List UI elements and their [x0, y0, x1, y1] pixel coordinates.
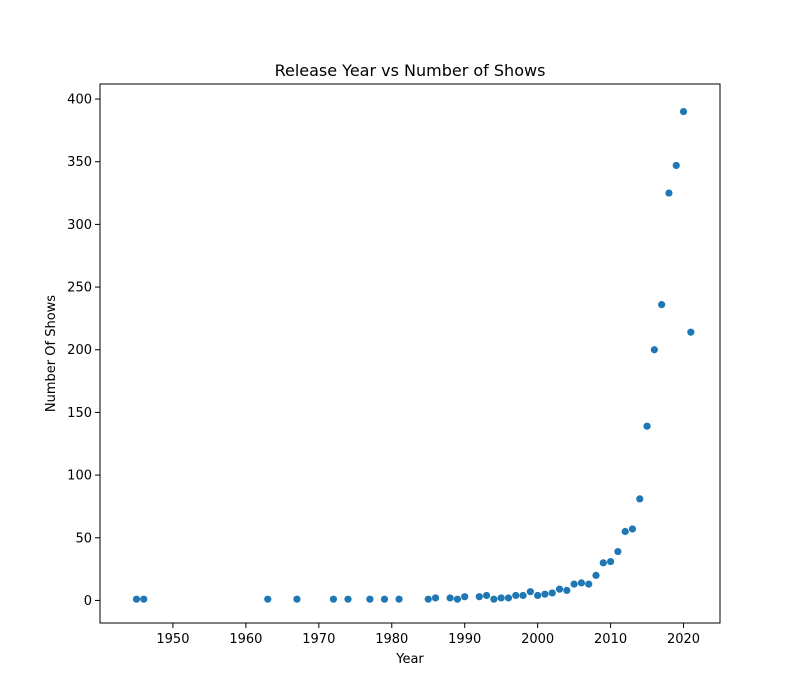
data-point [599, 559, 607, 567]
data-point [672, 161, 680, 170]
data-point [519, 591, 527, 600]
data-point [344, 595, 352, 603]
x-tick-label: 1990 [448, 632, 481, 647]
data-point [526, 588, 534, 596]
data-point [482, 591, 491, 600]
data-point [264, 595, 272, 603]
data-point [679, 107, 688, 116]
data-point [395, 595, 403, 603]
y-tick-label: 350 [67, 155, 92, 170]
y-axis-title: Number Of Shows [44, 295, 59, 412]
x-axis: 1950 1960 1970 1980 1990 2000 2010 2020 [156, 623, 700, 647]
data-point [570, 580, 578, 588]
data-point [643, 422, 651, 430]
data-point [577, 579, 586, 587]
x-tick-label: 1970 [302, 632, 335, 647]
plot-frame [99, 83, 721, 624]
y-tick-label: 300 [67, 218, 92, 233]
data-point [424, 595, 432, 603]
data-point [490, 595, 498, 603]
x-tick-label: 2020 [667, 632, 700, 647]
data-point [665, 189, 673, 197]
data-point [650, 346, 658, 354]
data-point [132, 595, 141, 603]
data-point [366, 595, 374, 603]
data-point [606, 557, 615, 566]
data-point [621, 527, 629, 536]
x-tick-label: 1950 [156, 632, 189, 647]
x-tick-label: 2000 [521, 632, 554, 647]
data-point [592, 571, 600, 579]
data-point [293, 595, 301, 603]
data-point [380, 595, 389, 603]
data-point [497, 594, 505, 602]
y-tick-label: 0 [84, 594, 92, 609]
y-tick-label: 200 [67, 343, 92, 358]
data-point [504, 594, 513, 602]
x-tick-label: 1980 [375, 632, 408, 647]
data-points [132, 107, 695, 603]
x-tick-label: 1960 [229, 632, 262, 647]
y-tick-label: 50 [75, 531, 92, 546]
data-point [628, 525, 637, 533]
x-tick-label: 2010 [594, 632, 627, 647]
data-point [534, 591, 542, 600]
y-axis: 0 50 100 150 200 250 300 350 400 [67, 93, 100, 609]
chart-title: Release Year vs Number of Shows [275, 61, 546, 80]
data-point [687, 328, 695, 336]
data-point [431, 594, 440, 602]
data-point [658, 301, 666, 309]
y-tick-label: 250 [67, 281, 92, 296]
data-point [548, 589, 556, 597]
data-point [140, 595, 148, 603]
data-point [636, 495, 644, 503]
data-point [453, 595, 462, 603]
data-point [541, 590, 549, 598]
data-point [563, 586, 571, 595]
data-point [585, 580, 593, 588]
y-tick-label: 100 [67, 469, 92, 484]
y-tick-label: 400 [67, 93, 92, 108]
data-point [461, 593, 469, 601]
data-point [475, 593, 483, 601]
data-point [446, 594, 454, 602]
data-point [329, 595, 338, 603]
data-point [614, 547, 622, 556]
x-axis-title: Year [395, 652, 424, 667]
data-point [555, 585, 564, 593]
data-point [512, 591, 520, 600]
y-tick-label: 150 [67, 406, 92, 421]
